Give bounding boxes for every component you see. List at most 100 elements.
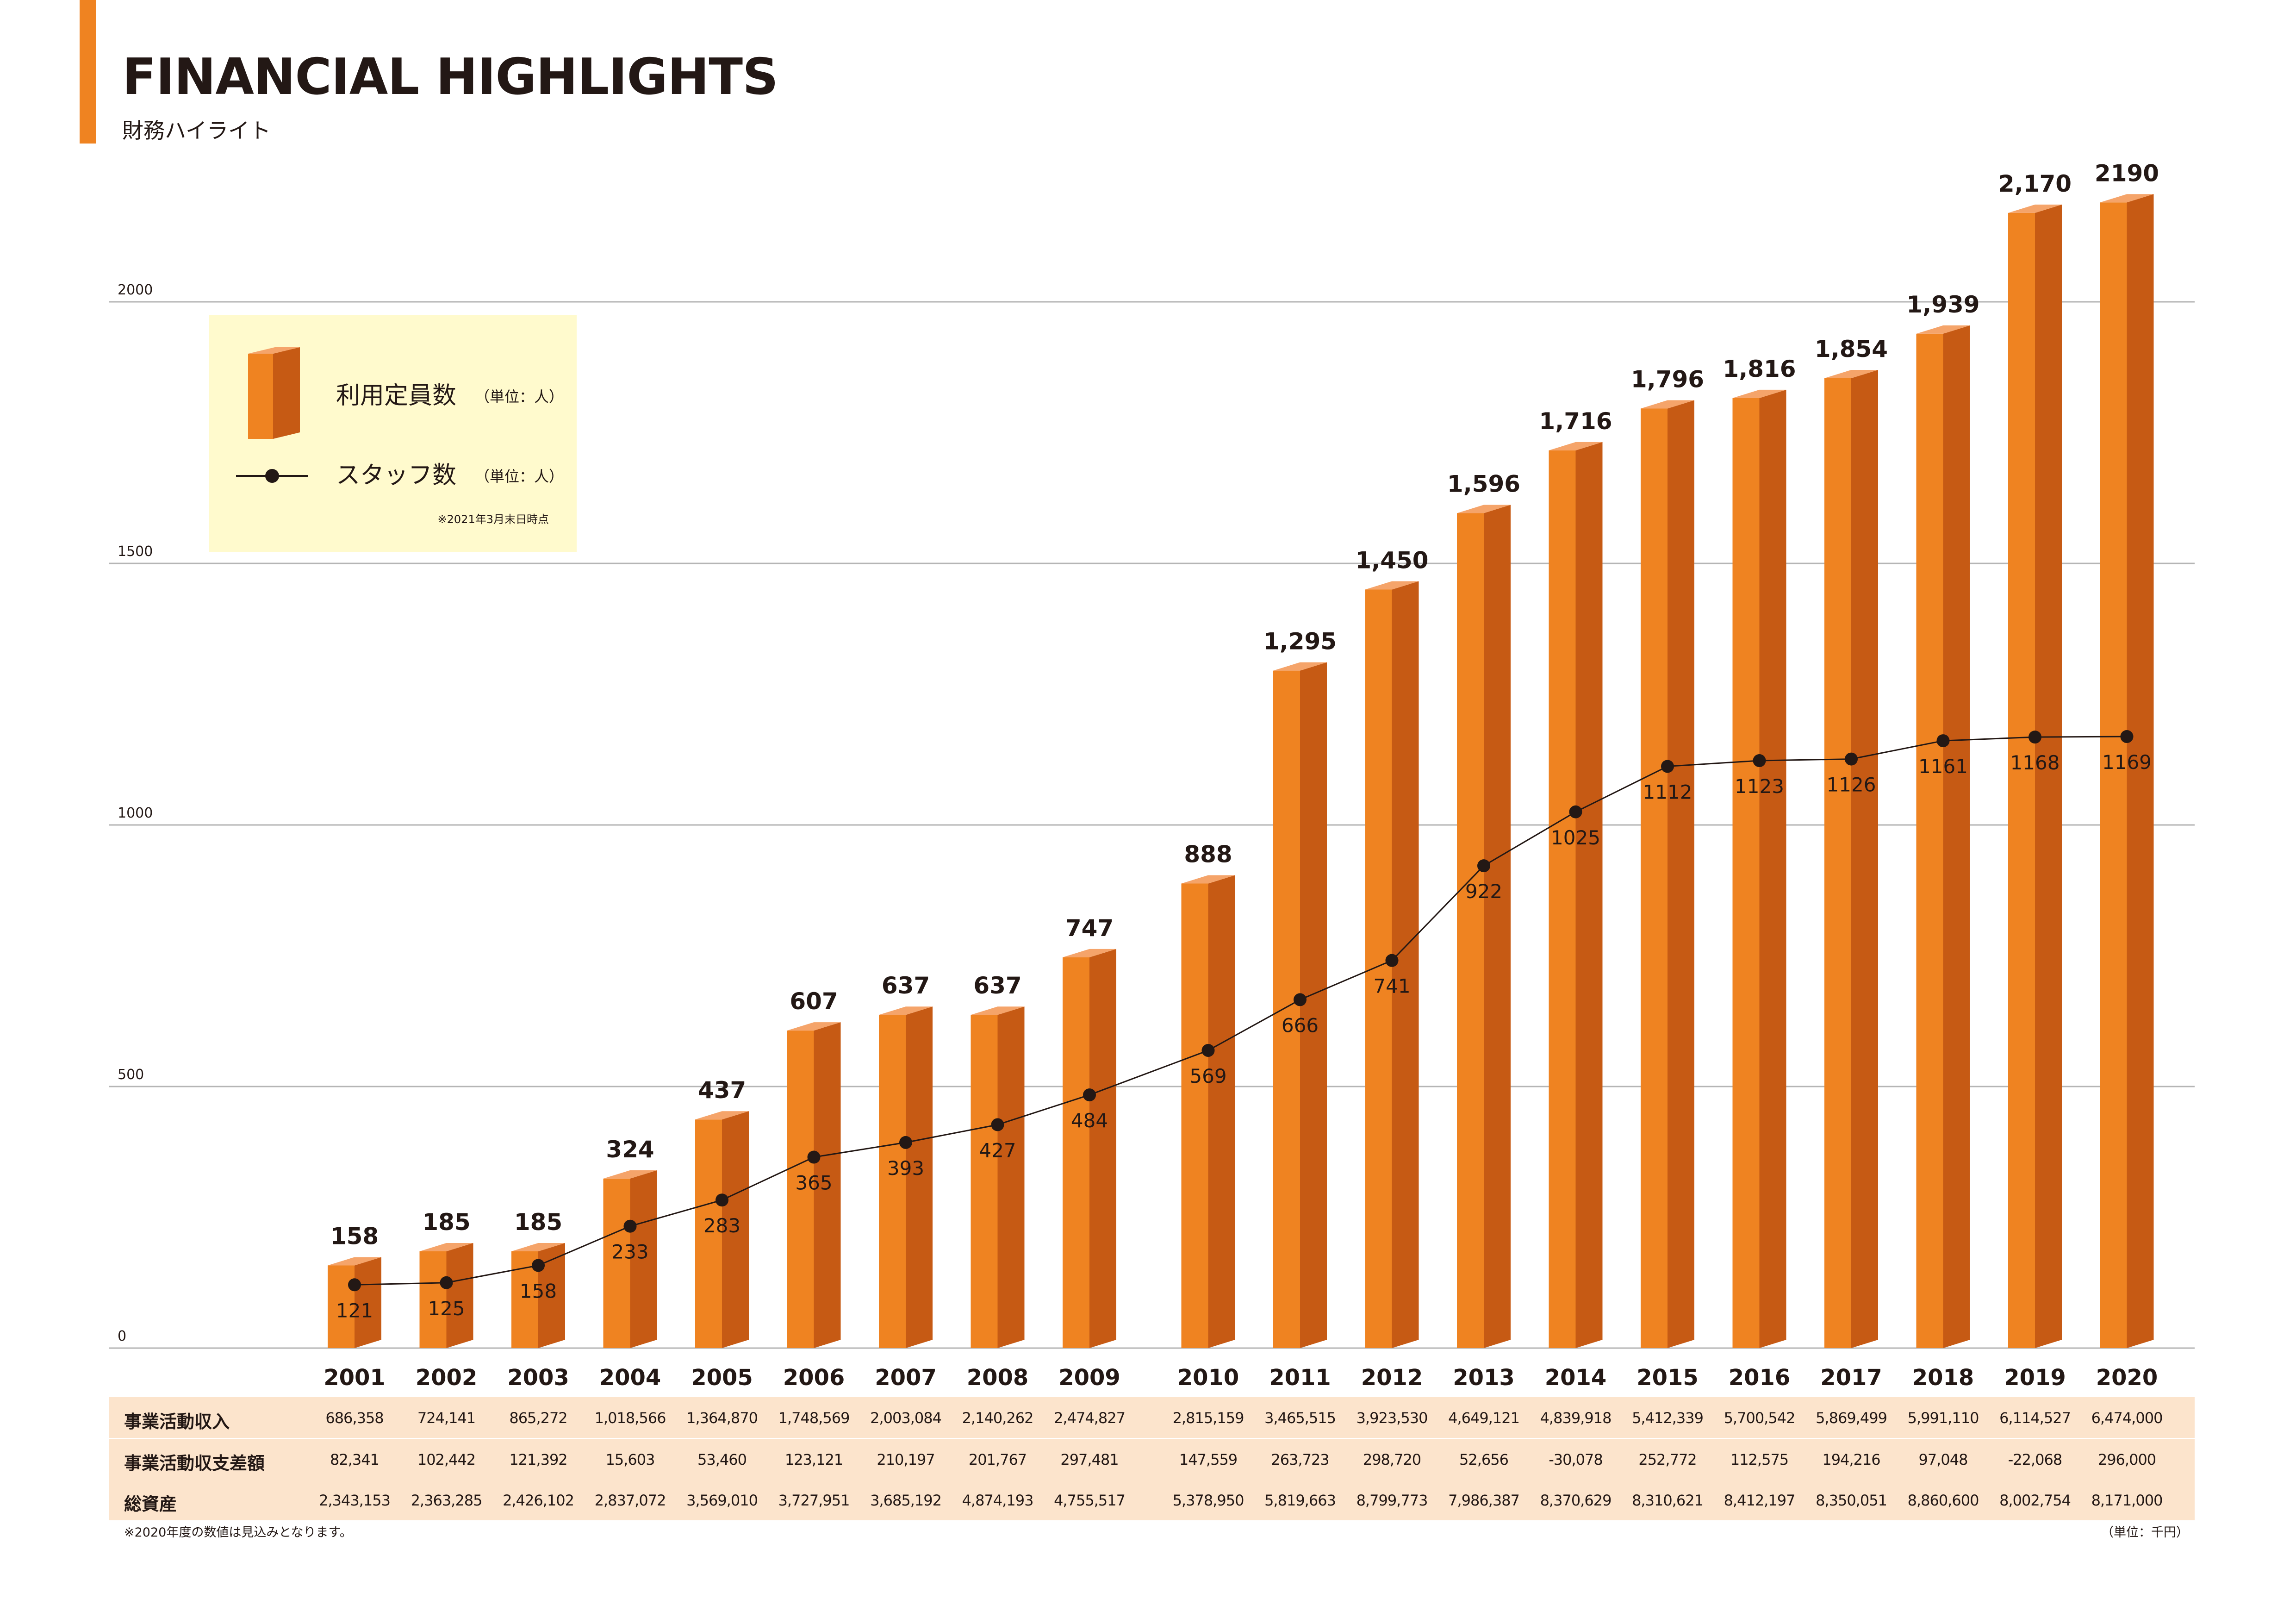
bar-front [603,1178,630,1348]
table-cell: 252,772 [1638,1451,1697,1468]
page-subtitle: 財務ハイライト [122,118,271,143]
bar-side [997,1006,1025,1348]
bar-front [971,1015,998,1348]
table-cell: 5,819,663 [1264,1492,1336,1509]
bar-side [446,1243,473,1348]
table-cell: 8,350,051 [1816,1492,1887,1509]
bar-front [511,1251,538,1348]
x-tick-label: 2017 [1820,1365,1882,1391]
table-cell: 3,923,530 [1356,1409,1428,1427]
bar-2005 [695,1111,749,1348]
bar-top [1063,949,1116,957]
bar-side [722,1111,749,1348]
legend-line-icon [236,469,308,483]
x-tick-label: 2016 [1729,1365,1791,1391]
x-tick-label: 2015 [1636,1365,1699,1391]
staff-value-label: 1123 [1735,775,1784,798]
line-series: 121 125 158 233 283 365 393 427 484 569 666 741 922 1… [336,730,2152,1322]
bar-2011 [1273,662,1327,1348]
x-tick-label: 2019 [2004,1365,2066,1391]
bar-2002 [419,1243,473,1348]
staff-point [1294,993,1307,1006]
bar-value-label: 1,450 [1355,547,1428,574]
bar-side [2127,194,2154,1348]
table-cell: -30,078 [1549,1451,1603,1468]
staff-point [1936,734,1950,748]
staff-value-label: 121 [336,1299,373,1322]
y-tick-label: 0 [118,1328,126,1344]
bar-front [1732,398,1760,1349]
bar-side [1668,400,1694,1348]
table-cell: 6,114,527 [1999,1409,2071,1427]
bar-top [1732,389,1786,398]
bar-2013 [1457,505,1511,1348]
table-row [109,1397,2195,1438]
staff-value-label: 125 [428,1297,465,1320]
bar-side [814,1022,841,1348]
table-cell: 53,460 [697,1451,747,1468]
table-cell: 4,755,517 [1054,1492,1126,1509]
staff-value-label: 158 [520,1280,557,1302]
staff-value-label: 1168 [2010,751,2060,774]
x-tick-label: 2002 [416,1365,478,1391]
bar-side [1392,581,1419,1348]
staff-point [348,1278,361,1292]
bar-side [1208,875,1235,1348]
staff-point [716,1193,728,1207]
table-cell: 4,874,193 [962,1492,1034,1509]
table-cell: 2,837,072 [594,1492,666,1509]
bar-top [1549,442,1603,450]
table-cell: 3,569,010 [686,1492,758,1509]
bar-value-label: 637 [882,972,930,999]
bar-value-label: 1,796 [1631,366,1704,393]
bar-value-label: 1,854 [1815,336,1888,362]
bar-top [879,1006,933,1015]
bar-front [1824,378,1851,1348]
staff-point [1083,1088,1096,1102]
bar-value-label: 637 [973,972,1021,999]
staff-value-label: 1112 [1643,781,1692,803]
staff-value-label: 1126 [1827,774,1876,796]
table-cell: 8,002,754 [1999,1492,2071,1509]
table-cell: 3,465,515 [1264,1409,1336,1427]
bar-front [787,1031,814,1348]
x-tick-label: 2011 [1269,1365,1331,1391]
bar-top [1273,662,1327,671]
table-cell: 6,474,000 [2091,1409,2163,1427]
bar-front [1365,589,1392,1348]
table-cell: 5,991,110 [1907,1409,1979,1427]
x-tick-label: 2014 [1545,1365,1607,1391]
bar-2019 [2008,204,2062,1349]
bar-side [1300,662,1327,1348]
staff-value-label: 922 [1465,880,1502,903]
staff-point [1753,754,1766,768]
table-cell: 2,140,262 [962,1409,1034,1427]
table-cell: 210,197 [877,1451,935,1468]
bar-2006 [787,1022,841,1348]
staff-point [1477,859,1490,873]
table-row-label: 事業活動収支差額 [124,1453,265,1474]
table-cell: 82,341 [330,1451,380,1468]
staff-value-label: 427 [979,1139,1016,1162]
bar-series [328,194,2154,1349]
table-cell: 3,727,951 [778,1492,850,1509]
table-cell: 298,720 [1363,1451,1421,1468]
accent-bar [80,0,96,144]
staff-point [2028,731,2041,744]
table-cell: -22,068 [2008,1451,2063,1468]
table-cell: 8,412,197 [1724,1492,1796,1509]
bar-top [971,1006,1025,1015]
bar-value-label: 324 [606,1136,654,1163]
staff-point [1201,1044,1215,1057]
bar-2009 [1063,949,1116,1348]
bar-value-label: 888 [1184,841,1232,868]
x-tick-label: 2004 [599,1365,661,1391]
x-tick-label: 2010 [1177,1365,1239,1391]
table-cell: 296,000 [2097,1451,2156,1468]
bar-value-label: 437 [698,1077,746,1104]
bar-2016 [1732,389,1786,1349]
bar-value-label: 607 [790,988,838,1015]
bar-front [328,1265,355,1348]
bar-side [630,1170,657,1348]
